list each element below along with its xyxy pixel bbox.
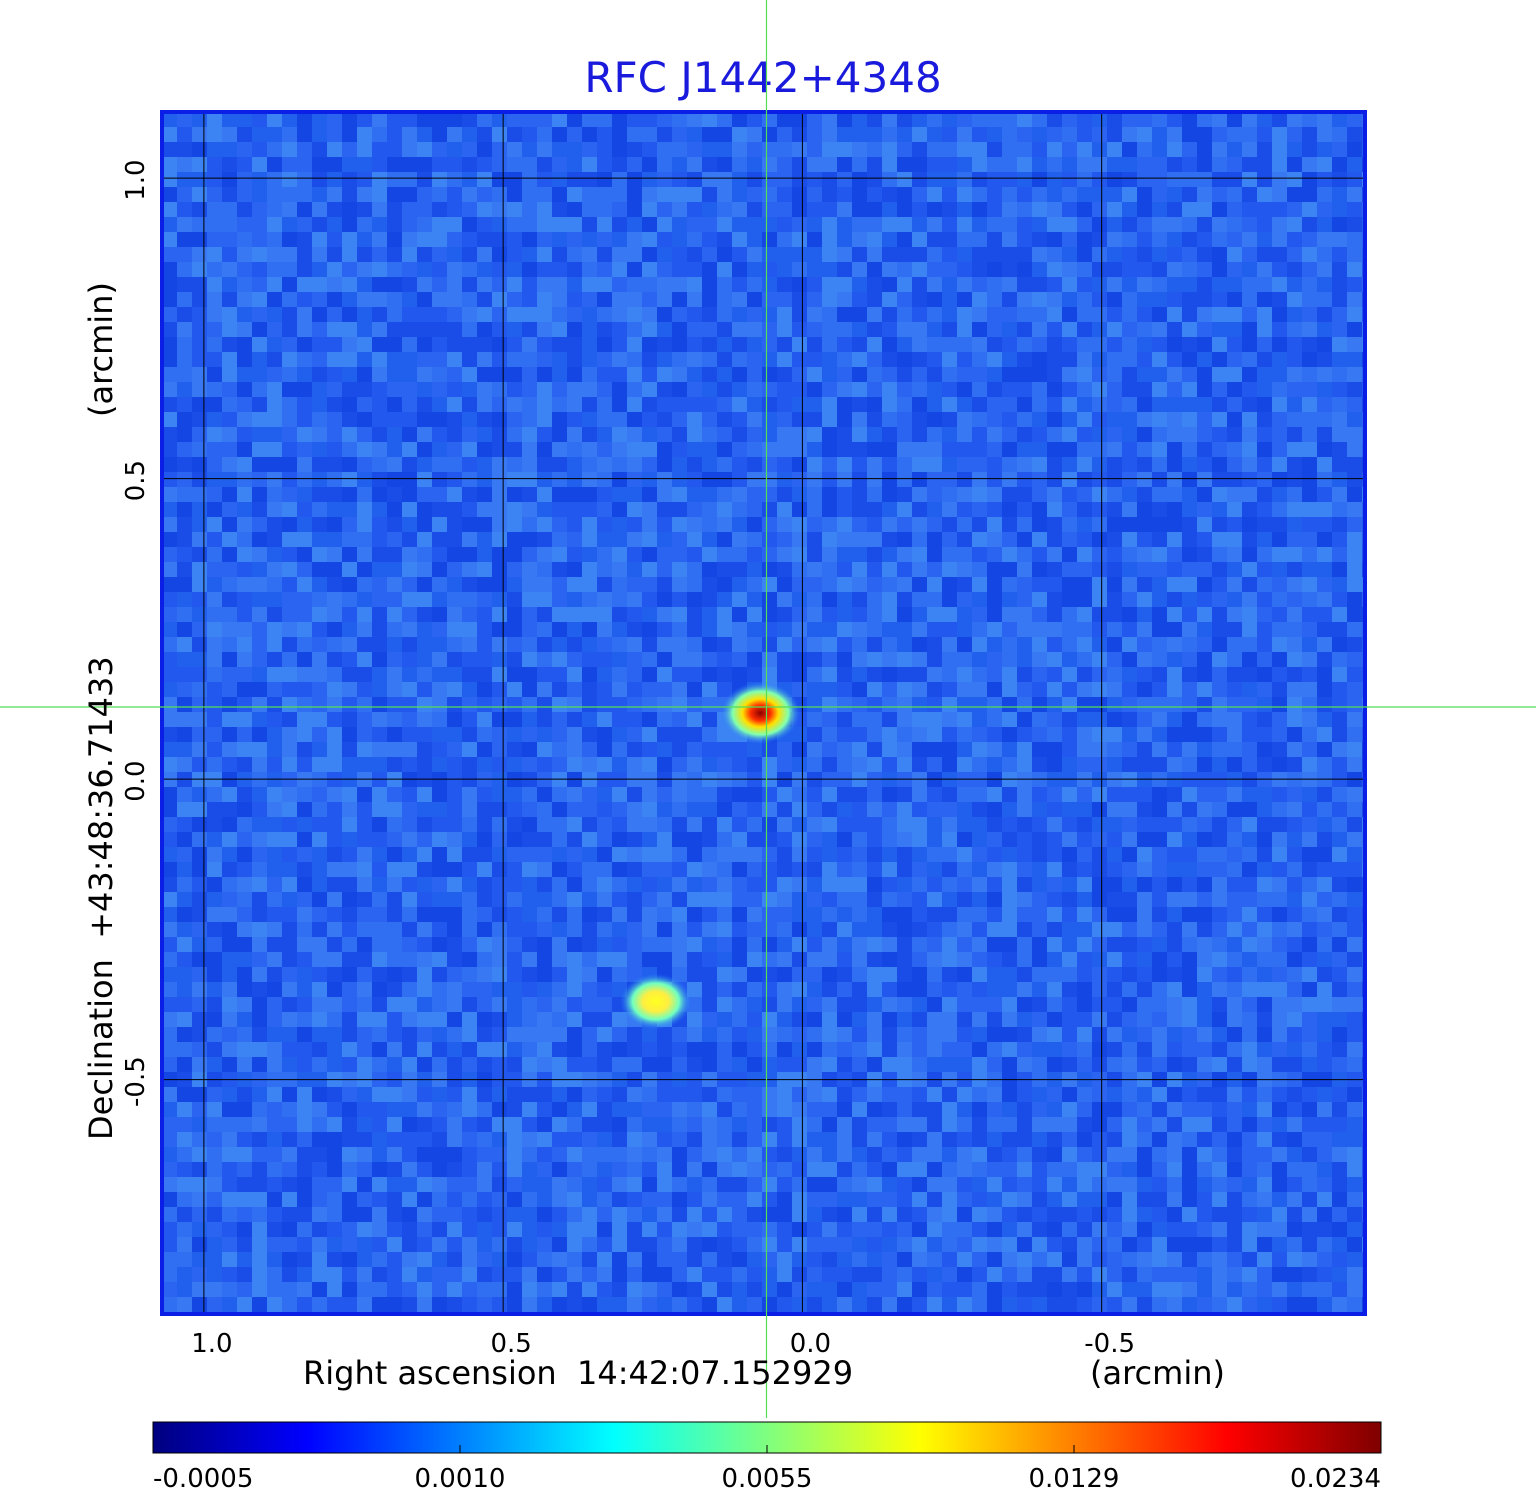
- colorbar: -0.0005 0.0010 0.0055 0.0129 0.0234: [152, 1421, 1382, 1494]
- colorbar-ticks: -0.0005 0.0010 0.0055 0.0129 0.0234: [152, 1445, 1382, 1494]
- sources-layer: [619, 681, 801, 1030]
- colorbar-tick-label-2: 0.0055: [722, 1464, 813, 1494]
- image-panel: [160, 110, 1367, 1316]
- y-axis-unit: (arcmin): [82, 282, 120, 417]
- colorbar-tick-label-1: 0.0010: [415, 1464, 506, 1494]
- x-axis-ticks: 1.0 0.5 0.0 -0.5: [191, 1329, 1135, 1359]
- x-tick-label-0: 1.0: [191, 1329, 232, 1359]
- x-tick-label-3: -0.5: [1084, 1329, 1135, 1359]
- source-2: [619, 973, 692, 1030]
- colorbar-tick-label-0: -0.0005: [153, 1464, 253, 1494]
- y-tick-label-0: 1.0: [121, 159, 151, 200]
- grid-lines: [162, 112, 1365, 1314]
- x-axis-label: Right ascension 14:42:07.152929: [303, 1354, 853, 1392]
- y-tick-label-3: -0.5: [121, 1056, 151, 1107]
- x-tick-label-1: 0.5: [490, 1329, 531, 1359]
- crosshair: [0, 0, 1536, 1418]
- chart-title: RFC J1442+4348: [584, 53, 941, 102]
- colorbar-tick-label-3: 0.0129: [1029, 1464, 1120, 1494]
- source-1: [720, 681, 801, 745]
- colorbar-tick-label-4: 0.0234: [1290, 1464, 1381, 1494]
- y-tick-label-2: 0.0: [121, 760, 151, 801]
- x-tick-label-2: 0.0: [790, 1329, 831, 1359]
- noise-layer: [162, 112, 1365, 1314]
- y-axis-label: Declination +43:48:36.71433: [82, 656, 120, 1140]
- plot-frame: [160, 110, 1367, 1316]
- x-axis-unit: (arcmin): [1090, 1354, 1225, 1392]
- y-tick-label-1: 0.5: [121, 460, 151, 501]
- y-axis-ticks: 1.0 0.5 0.0 -0.5: [121, 159, 151, 1107]
